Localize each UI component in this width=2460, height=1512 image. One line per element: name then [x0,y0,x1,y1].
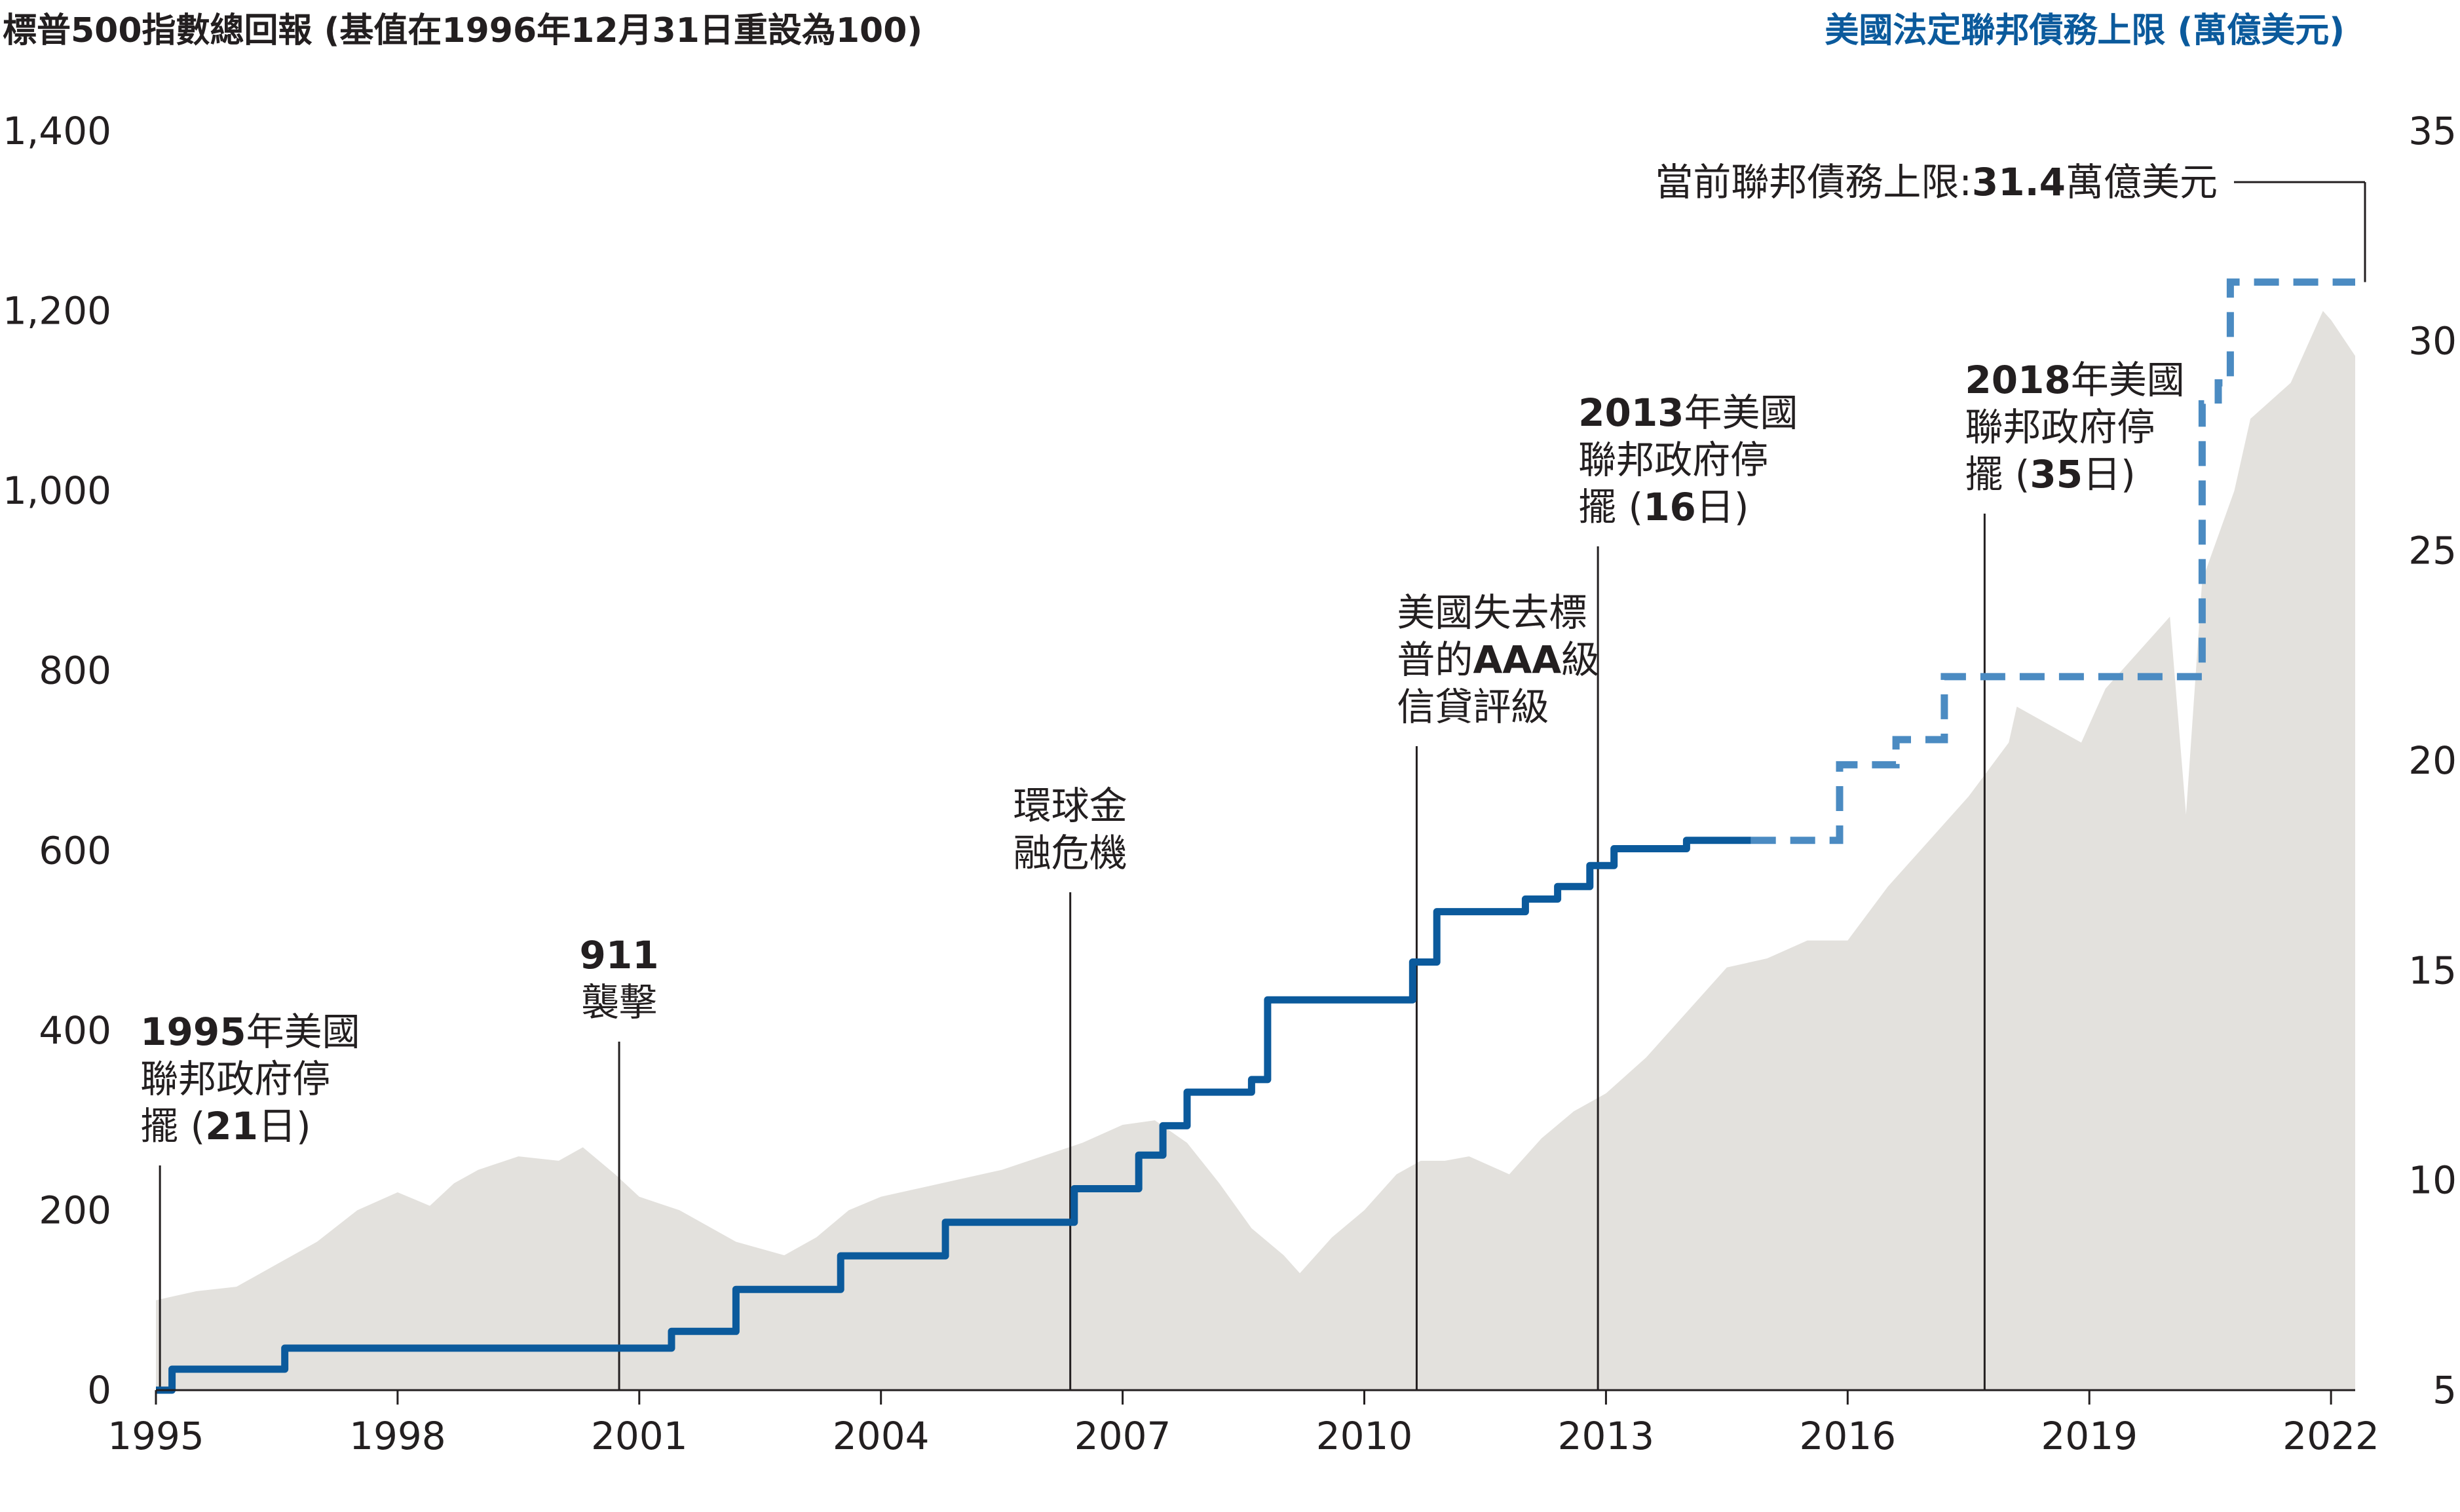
x-tick-label: 1998 [349,1414,446,1458]
x-tick-label: 2007 [1074,1414,1171,1458]
sp500-area [156,311,2355,1391]
y-left-tick-label: 600 [39,828,111,873]
annotation-text: 聯邦政府停 [1578,438,1768,482]
chart-title-right: 美國法定聯邦債務上限 (萬億美元) [1825,11,2345,50]
annotation-segment: 聯邦政府停 [140,1057,330,1101]
annotation-text: 信貸評級 [1397,685,1549,729]
annotation-text: 融危機 [1013,831,1127,875]
annotation-segment: 襲擊 [581,980,657,1025]
annotation-text: 聯邦政府停 [1965,405,2155,449]
y-right-tick-label: 30 [2408,318,2457,363]
annotation-segment: 融危機 [1013,831,1127,875]
x-tick-label: 1995 [107,1414,204,1458]
annotation-text: 911 [580,933,659,977]
y-left-tick-label: 0 [87,1368,111,1412]
debt-ceiling-solid-line [156,837,1751,1394]
annotation-text: 襲擊 [581,980,657,1025]
x-tick-label: 2004 [833,1414,930,1458]
debt-ceiling-layer [156,278,2355,1394]
x-tick-label: 2016 [1800,1414,1897,1458]
annotation-text: 擺 (35日) [1965,452,2135,497]
annotation-segment: 普的 [1397,637,1473,682]
annotation-text: 普的AAA級 [1397,637,1599,682]
annotation-segment: AAA [1473,637,1561,682]
annotation-segment: 日) [258,1104,311,1148]
axis-layer: 1995 1998 2001 2004 2007 2010 2013 2016 2019 2022… [3,109,2457,1458]
annotation-text: 2013年美國 [1578,390,1798,435]
y-left-tick-label: 800 [39,649,111,693]
x-tick-label: 2019 [2041,1414,2138,1458]
annotation-lines [159,181,2366,1390]
y-right-tick-label: 5 [2432,1368,2457,1412]
y-right-tick-label: 15 [2408,948,2457,992]
annotation-segment: 1995 [140,1010,246,1054]
annotation-segment: 16 [1643,485,1696,529]
annotation-segment: 擺 ( [1578,485,1643,529]
annotation-segment: 年美國 [2071,358,2185,402]
annotation-text: 擺 (16日) [1578,485,1749,529]
annotation-segment: 21 [205,1104,258,1148]
y-right-tick-label: 20 [2408,738,2457,783]
annotation-text: 2018年美國 [1965,358,2184,402]
annotation-segment: 擺 ( [140,1104,205,1148]
annotation-text: 美國失去標 [1397,590,1587,635]
annotation-segment: 聯邦政府停 [1578,438,1768,482]
annotation-segment: 35 [2030,452,2083,497]
y-left-tick-label: 1,200 [3,289,111,333]
annotation-segment: 日) [1696,485,1749,529]
y-left-tick-label: 1,400 [3,109,111,153]
x-tick-label: 2022 [2282,1414,2379,1458]
x-tick-label: 2013 [1558,1414,1655,1458]
annotation-segment: 年美國 [246,1010,360,1054]
annotation-segment: 環球金 [1013,784,1127,828]
y-left-tick-label: 1,000 [3,468,111,513]
y-left-tick-label: 400 [39,1008,111,1053]
y-right-tick-label: 35 [2408,109,2457,153]
annotation-segment: 日) [2083,452,2136,497]
annotation-text: 1995年美國 [140,1010,360,1054]
annotation-segment: 2018 [1965,358,2070,402]
y-left-tick-label: 200 [39,1188,111,1232]
sp500-area-layer [156,311,2355,1391]
annotation-segment: 911 [580,933,659,977]
current-label-segment: 萬億美元 [2066,160,2218,204]
annotation-segment: 信貸評級 [1397,685,1549,729]
annotation-segment: 聯邦政府停 [1965,405,2155,449]
current-label-segment: 31.4 [1972,160,2066,204]
x-tick-label: 2010 [1316,1414,1413,1458]
annotation-segment: 擺 ( [1965,452,2030,497]
annotation-segment: 美國失去標 [1397,590,1587,635]
chart-title-left: 標普500指數總回報 (基值在1996年12月31日重設為100) [3,11,923,50]
current-label-segment: 當前聯邦債務上限: [1655,160,1972,204]
annotation-segment: 級 [1561,637,1599,682]
annotation-text: 擺 (21日) [140,1104,311,1148]
y-right-tick-label: 10 [2408,1158,2457,1203]
x-tick-label: 2001 [591,1414,688,1458]
annotation-segment: 2013 [1578,390,1684,435]
current-debt-ceiling-label: 當前聯邦債務上限:31.4萬億美元 [1655,160,2218,204]
y-right-tick-label: 25 [2408,529,2457,573]
annotation-text: 聯邦政府停 [140,1057,330,1101]
annotation-text: 環球金 [1013,784,1127,828]
annotation-segment: 年美國 [1684,390,1798,435]
